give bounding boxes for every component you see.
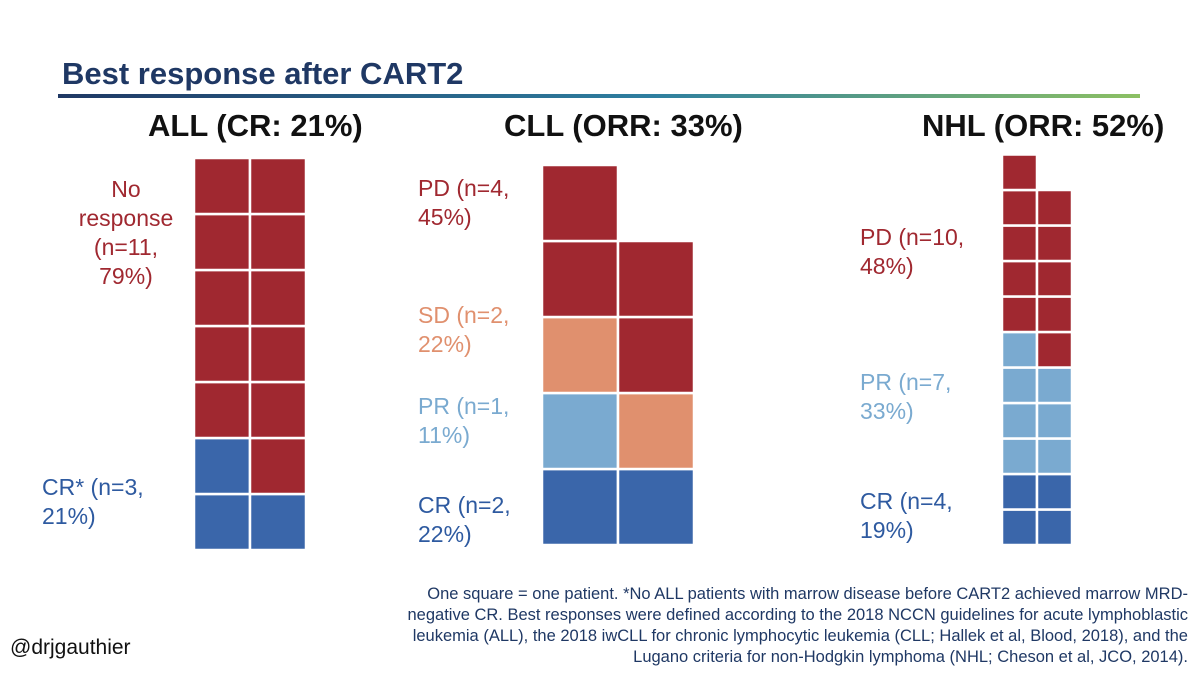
waffle-square-all-no-response [192,156,252,216]
label-cll-sd: SD (n=2, 22%) [418,302,510,357]
waffle-square-nhl-cr [1035,508,1074,547]
label-cll-pd: PD (n=4, 45%) [418,175,510,230]
label-all-no-response: No response (n=11, 79%) [78,176,174,289]
waffle-square-cll-cr [540,467,620,547]
waffle-square-cll-sd [616,391,696,471]
waffle-square-nhl-cr [1000,472,1039,511]
waffle-square-all-no-response [192,268,252,328]
footnote: One square = one patient. *No ALL patien… [407,585,1188,666]
panel-title-nhl: NHL (ORR: 52%) [922,108,1165,143]
label-cll-pr: PR (n=1, 11%) [418,393,510,448]
waffle-square-cll-sd [540,315,620,395]
label-nhl-pr: PR (n=7, 33%) [860,369,952,424]
waffle-square-all-no-response [248,156,308,216]
waffle-square-nhl-pd [1035,295,1074,334]
label-cll-cr: CR (n=2, 22%) [418,492,511,547]
waffle-square-nhl-pd [1035,188,1074,227]
waffle-square-nhl-pr [1000,366,1039,405]
waffle-square-all-no-response [248,436,308,496]
waffle-square-nhl-pr [1000,437,1039,476]
waffle-square-nhl-pd [1000,188,1039,227]
waffle-square-cll-pd [616,239,696,319]
label-all-cr: CR* (n=3, 21%) [42,474,144,529]
label-nhl-cr: CR (n=4, 19%) [860,488,953,543]
waffle-square-nhl-pr [1000,330,1039,369]
waffle-square-nhl-pd [1000,259,1039,298]
waffle-square-nhl-pr [1035,437,1074,476]
waffle-square-nhl-pd [1000,153,1039,192]
author-handle: @drjgauthier [10,636,131,659]
waffle-square-cll-pr [540,391,620,471]
waffle-square-nhl-pr [1035,401,1074,440]
waffle-square-all-no-response [248,268,308,328]
waffle-square-all-no-response [248,380,308,440]
waffle-square-nhl-pd [1035,330,1074,369]
slide-title: Best response after CART2 [62,56,464,91]
waffle-square-all-cr [192,492,252,552]
waffle-square-all-cr [192,436,252,496]
waffle-square-nhl-pr [1000,401,1039,440]
waffle-square-all-no-response [192,324,252,384]
label-nhl-pd: PD (n=10, 48%) [860,224,965,279]
waffle-square-all-no-response [248,212,308,272]
waffle-square-nhl-pd [1035,259,1074,298]
waffle-square-all-cr [248,492,308,552]
panel-title-all: ALL (CR: 21%) [148,108,363,143]
waffle-square-nhl-pd [1000,224,1039,263]
panel-title-cll: CLL (ORR: 33%) [504,108,743,143]
waffle-square-nhl-cr [1000,508,1039,547]
waffle-square-all-no-response [192,380,252,440]
waffle-square-cll-cr [616,467,696,547]
waffle-square-all-no-response [248,324,308,384]
waffle-square-nhl-pd [1035,224,1074,263]
waffle-square-nhl-cr [1035,472,1074,511]
waffle-square-cll-pd [616,315,696,395]
waffle-square-nhl-pr [1035,366,1074,405]
title-underline [58,94,1140,98]
waffle-square-cll-pd [540,239,620,319]
waffle-square-nhl-pd [1000,295,1039,334]
waffle-square-all-no-response [192,212,252,272]
waffle-square-cll-pd [540,163,620,243]
